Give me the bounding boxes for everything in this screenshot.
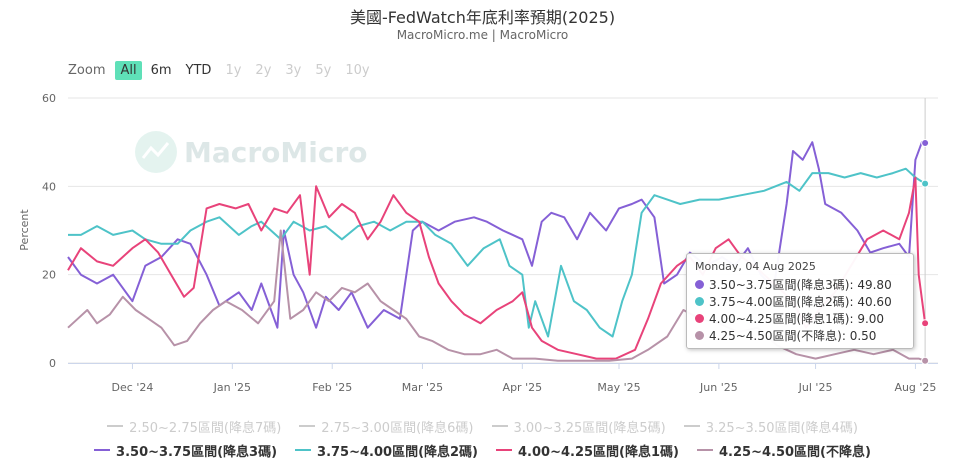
range-button-all[interactable]: All (115, 61, 142, 80)
legend-swatch (94, 449, 111, 451)
legend-label: 4.25~4.50區間(不降息) (719, 444, 871, 460)
legend-label: 4.00~4.25區間(降息1碼) (518, 444, 679, 460)
range-selector: Zoom All 6m YTD 1y 2y 3y 5y 10y (68, 61, 375, 80)
legend-item-hidden[interactable]: 3.00~3.25區間(降息5碼) (491, 417, 666, 436)
tooltip-row-text: 3.75~4.00區間(降息2碼): 40.60 (709, 295, 892, 309)
series-dot-icon (695, 314, 704, 323)
legend-item-shown[interactable]: 3.50~3.75區間(降息3碼) (94, 441, 277, 460)
y-tick-label: 20 (42, 269, 56, 282)
x-tick-label: May '25 (597, 381, 640, 394)
range-button-10y[interactable]: 10y (345, 63, 370, 78)
range-button-6m[interactable]: 6m (150, 63, 172, 78)
x-tick-label: Jan '25 (213, 381, 251, 394)
series-line (67, 141, 926, 329)
hover-point (921, 319, 930, 328)
legend-swatch (107, 425, 124, 427)
tooltip-row-text: 4.25~4.50區間(不降息): 0.50 (709, 329, 877, 343)
chart-tooltip: Monday, 04 Aug 2025 3.50~3.75區間(降息3碼): 4… (686, 253, 914, 349)
series-dot-icon (695, 297, 704, 306)
hover-markers (921, 139, 930, 365)
x-tick-label: Aug '25 (894, 381, 936, 394)
y-tick-label: 60 (42, 92, 56, 105)
series-dot-icon (695, 331, 704, 340)
x-tick-label: Dec '24 (112, 381, 154, 394)
watermark-text: MacroMicro (184, 135, 368, 169)
legend-item-hidden[interactable]: 2.75~3.00區間(降息6碼) (299, 417, 474, 436)
tooltip-row: 4.00~4.25區間(降息1碼): 9.00 (695, 310, 905, 327)
range-button-ytd[interactable]: YTD (185, 63, 212, 78)
x-tick-label: Mar '25 (402, 381, 443, 394)
legend-swatch (491, 425, 508, 427)
legend-item-hidden[interactable]: 3.25~3.50區間(降息4碼) (683, 417, 858, 436)
zoom-label: Zoom (68, 63, 106, 78)
legend-label: 3.75~4.00區間(降息2碼) (317, 444, 479, 460)
chart-legend: 2.50~2.75區間(降息7碼) 2.75~3.00區間(降息6碼) 3.00… (0, 414, 965, 462)
x-tick-label: Apr '25 (503, 381, 543, 394)
chart-subtitle: MacroMicro.me | MacroMicro (396, 28, 569, 42)
y-tick-label: 40 (42, 180, 56, 193)
legend-swatch (697, 449, 713, 451)
tooltip-row: 3.50~3.75區間(降息3碼): 49.80 (695, 276, 905, 293)
tooltip-row: 4.25~4.50區間(不降息): 0.50 (695, 327, 905, 344)
x-tick-label: Jun '25 (699, 381, 738, 394)
range-button-3y[interactable]: 3y (285, 63, 302, 78)
tooltip-row: 3.75~4.00區間(降息2碼): 40.60 (695, 293, 905, 310)
tooltip-date: Monday, 04 Aug 2025 (695, 260, 816, 273)
hover-point (921, 179, 930, 188)
legend-label: 3.00~3.25區間(降息5碼) (513, 420, 666, 436)
legend-item-shown[interactable]: 3.75~4.00區間(降息2碼) (295, 441, 478, 460)
tooltip-row-text: 3.50~3.75區間(降息3碼): 49.80 (709, 278, 892, 292)
legend-label: 3.25~3.50區間(降息4碼) (705, 420, 858, 436)
legend-row-shown: 3.50~3.75區間(降息3碼) 3.75~4.00區間(降息2碼) 4.00… (0, 438, 965, 462)
legend-item-shown[interactable]: 4.25~4.50區間(不降息) (697, 441, 871, 460)
tooltip-row-text: 4.00~4.25區間(降息1碼): 9.00 (709, 312, 885, 326)
hover-point (921, 356, 930, 365)
watermark: MacroMicro (134, 130, 368, 174)
legend-item-hidden[interactable]: 2.50~2.75區間(降息7碼) (107, 417, 281, 436)
legend-label: 2.50~2.75區間(降息7碼) (129, 420, 282, 436)
x-tick-label: Jul '25 (798, 381, 833, 394)
range-button-5y[interactable]: 5y (315, 63, 332, 78)
legend-swatch (683, 425, 700, 427)
legend-swatch (299, 425, 316, 427)
legend-label: 2.75~3.00區間(降息6碼) (321, 420, 474, 436)
watermark-logo-icon (135, 131, 177, 173)
x-tick-label: Feb '25 (312, 381, 352, 394)
legend-row-hidden: 2.50~2.75區間(降息7碼) 2.75~3.00區間(降息6碼) 3.00… (0, 414, 965, 438)
legend-item-shown[interactable]: 4.00~4.25區間(降息1碼) (496, 441, 679, 460)
axes: 0 20 40 60 Dec '24 Jan '25 Feb '25 Mar '25 Apr '… (42, 92, 938, 394)
range-button-2y[interactable]: 2y (255, 63, 272, 78)
series-line (68, 167, 926, 338)
chart-title: 美國-FedWatch年底利率預期(2025) (349, 8, 616, 27)
legend-label: 3.50~3.75區間(降息3碼) (116, 444, 278, 460)
y-axis-title: Percent (18, 209, 31, 251)
hover-point (921, 139, 930, 148)
legend-swatch (496, 449, 513, 451)
range-button-1y[interactable]: 1y (225, 63, 242, 78)
legend-swatch (295, 449, 312, 451)
y-tick-label: 0 (49, 357, 56, 370)
series-dot-icon (695, 280, 704, 289)
